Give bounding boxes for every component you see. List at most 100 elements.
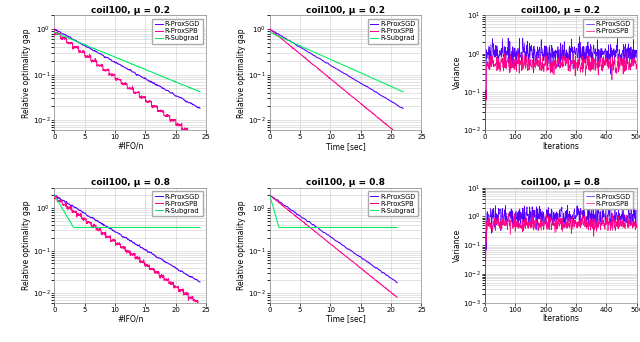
Line: R-ProxSGD: R-ProxSGD [54, 29, 200, 108]
R-ProxSGD [362, 84, 370, 88]
X-axis label: Iterations: Iterations [543, 142, 579, 151]
R-ProxSGD [553, 53, 561, 57]
R-Subgrad [282, 225, 289, 229]
R-ProxSGD [307, 222, 315, 226]
R-ProxSGD [629, 56, 637, 60]
R-Subgrad [196, 90, 204, 94]
R-ProxSGD [76, 208, 84, 212]
X-axis label: Time [sec]: Time [sec] [326, 314, 365, 323]
R-ProxSPB [394, 295, 401, 299]
R-Subgrad [350, 68, 358, 72]
R-ProxSGD [316, 228, 324, 232]
R-ProxSPB [148, 267, 156, 271]
Title: coil100, μ = 0.2: coil100, μ = 0.2 [522, 5, 600, 15]
R-ProxSGD [136, 245, 144, 249]
R-Subgrad [317, 225, 324, 229]
R-Subgrad [76, 41, 84, 45]
R-ProxSPB [88, 58, 95, 63]
R-ProxSPB [528, 210, 536, 214]
Line: R-ProxSGD: R-ProxSGD [485, 37, 637, 342]
R-ProxSGD [605, 207, 613, 211]
R-ProxSGD [136, 74, 144, 78]
Title: coil100, μ = 0.2: coil100, μ = 0.2 [91, 5, 170, 15]
R-ProxSGD [266, 193, 274, 197]
R-ProxSPB [605, 220, 613, 224]
R-ProxSGD [116, 232, 124, 236]
R-ProxSPB [136, 95, 144, 99]
R-ProxSPB [629, 219, 637, 223]
R-ProxSGD [633, 56, 640, 60]
R-ProxSPB [358, 267, 366, 272]
R-ProxSGD [51, 193, 58, 197]
R-ProxSGD [605, 55, 613, 60]
R-ProxSGD [554, 211, 562, 215]
R-ProxSPB [629, 56, 637, 61]
R-ProxSPB [554, 222, 561, 226]
R-ProxSGD [358, 256, 365, 260]
R-ProxSPB [563, 56, 571, 60]
R-ProxSPB [554, 216, 562, 220]
R-ProxSPB [363, 107, 371, 111]
R-Subgrad [346, 225, 354, 229]
R-ProxSPB [52, 194, 60, 198]
R-ProxSGD [554, 45, 562, 49]
R-ProxSPB [572, 74, 579, 78]
R-ProxSPB [358, 267, 365, 271]
R-Subgrad [319, 54, 326, 58]
R-ProxSGD [358, 257, 366, 261]
Title: coil100, μ = 0.8: coil100, μ = 0.8 [306, 178, 385, 187]
R-ProxSPB [51, 27, 58, 31]
R-ProxSGD [266, 27, 274, 31]
R-ProxSGD [399, 106, 407, 110]
R-ProxSPB [623, 50, 631, 54]
R-ProxSPB [346, 258, 354, 262]
R-Subgrad [196, 225, 204, 229]
R-Subgrad [88, 45, 95, 50]
R-ProxSPB [399, 136, 407, 140]
Line: R-ProxSPB: R-ProxSPB [54, 196, 200, 306]
R-Subgrad [51, 30, 58, 34]
Title: coil100, μ = 0.2: coil100, μ = 0.2 [306, 5, 385, 15]
R-ProxSGD [346, 248, 354, 252]
R-ProxSPB [309, 63, 317, 67]
Legend: R-ProxSGD, R-ProxSPB, R-Subgrad: R-ProxSGD, R-ProxSPB, R-Subgrad [152, 191, 203, 216]
Line: R-ProxSPB: R-ProxSPB [270, 29, 403, 138]
R-ProxSGD [148, 251, 156, 255]
R-Subgrad [148, 70, 156, 74]
R-ProxSPB [160, 114, 168, 118]
Y-axis label: Variance: Variance [453, 56, 462, 90]
R-ProxSPB [553, 63, 561, 67]
Legend: R-ProxSGD, R-ProxSPB: R-ProxSGD, R-ProxSPB [583, 19, 634, 37]
R-Subgrad [399, 90, 407, 94]
R-Subgrad [359, 225, 367, 229]
R-ProxSGD [363, 84, 371, 89]
Line: R-ProxSGD: R-ProxSGD [270, 29, 403, 108]
Legend: R-ProxSGD, R-ProxSPB: R-ProxSGD, R-ProxSPB [583, 191, 634, 209]
Y-axis label: Relative optimality gap: Relative optimality gap [237, 28, 246, 118]
R-ProxSGD [76, 41, 84, 45]
R-ProxSPB [116, 245, 124, 249]
R-ProxSPB [77, 214, 84, 218]
R-ProxSGD [563, 210, 571, 214]
R-Subgrad [116, 225, 124, 229]
R-Subgrad [77, 225, 84, 229]
R-ProxSGD [160, 260, 168, 264]
R-ProxSPB [76, 49, 84, 53]
R-ProxSPB [161, 278, 168, 282]
R-ProxSPB [148, 105, 156, 109]
R-Subgrad [116, 57, 124, 61]
R-Subgrad [160, 75, 168, 79]
R-Subgrad [51, 193, 58, 197]
R-ProxSPB [563, 217, 571, 221]
Y-axis label: Relative optimality gap: Relative optimality gap [22, 200, 31, 290]
Line: R-ProxSGD: R-ProxSGD [270, 195, 397, 282]
R-ProxSPB [266, 27, 274, 31]
R-Subgrad [309, 50, 317, 54]
Title: coil100, μ = 0.8: coil100, μ = 0.8 [522, 178, 600, 187]
R-ProxSGD [88, 215, 95, 219]
R-ProxSGD [309, 53, 317, 57]
R-ProxSPB [319, 70, 326, 75]
R-Subgrad [282, 38, 290, 42]
R-ProxSPB [633, 223, 640, 227]
R-Subgrad [362, 73, 370, 77]
